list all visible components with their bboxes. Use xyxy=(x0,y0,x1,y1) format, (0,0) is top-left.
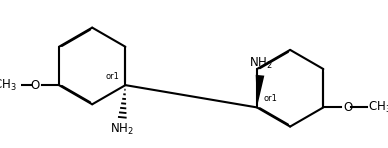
Text: CH$_3$: CH$_3$ xyxy=(0,78,17,93)
Text: CH$_3$: CH$_3$ xyxy=(368,100,388,115)
Polygon shape xyxy=(256,75,264,107)
Text: O: O xyxy=(30,79,39,92)
Text: or1: or1 xyxy=(263,94,277,103)
Text: NH$_2$: NH$_2$ xyxy=(110,122,133,137)
Text: or1: or1 xyxy=(105,72,119,81)
Text: O: O xyxy=(343,101,352,114)
Text: NH$_2$: NH$_2$ xyxy=(249,56,272,71)
